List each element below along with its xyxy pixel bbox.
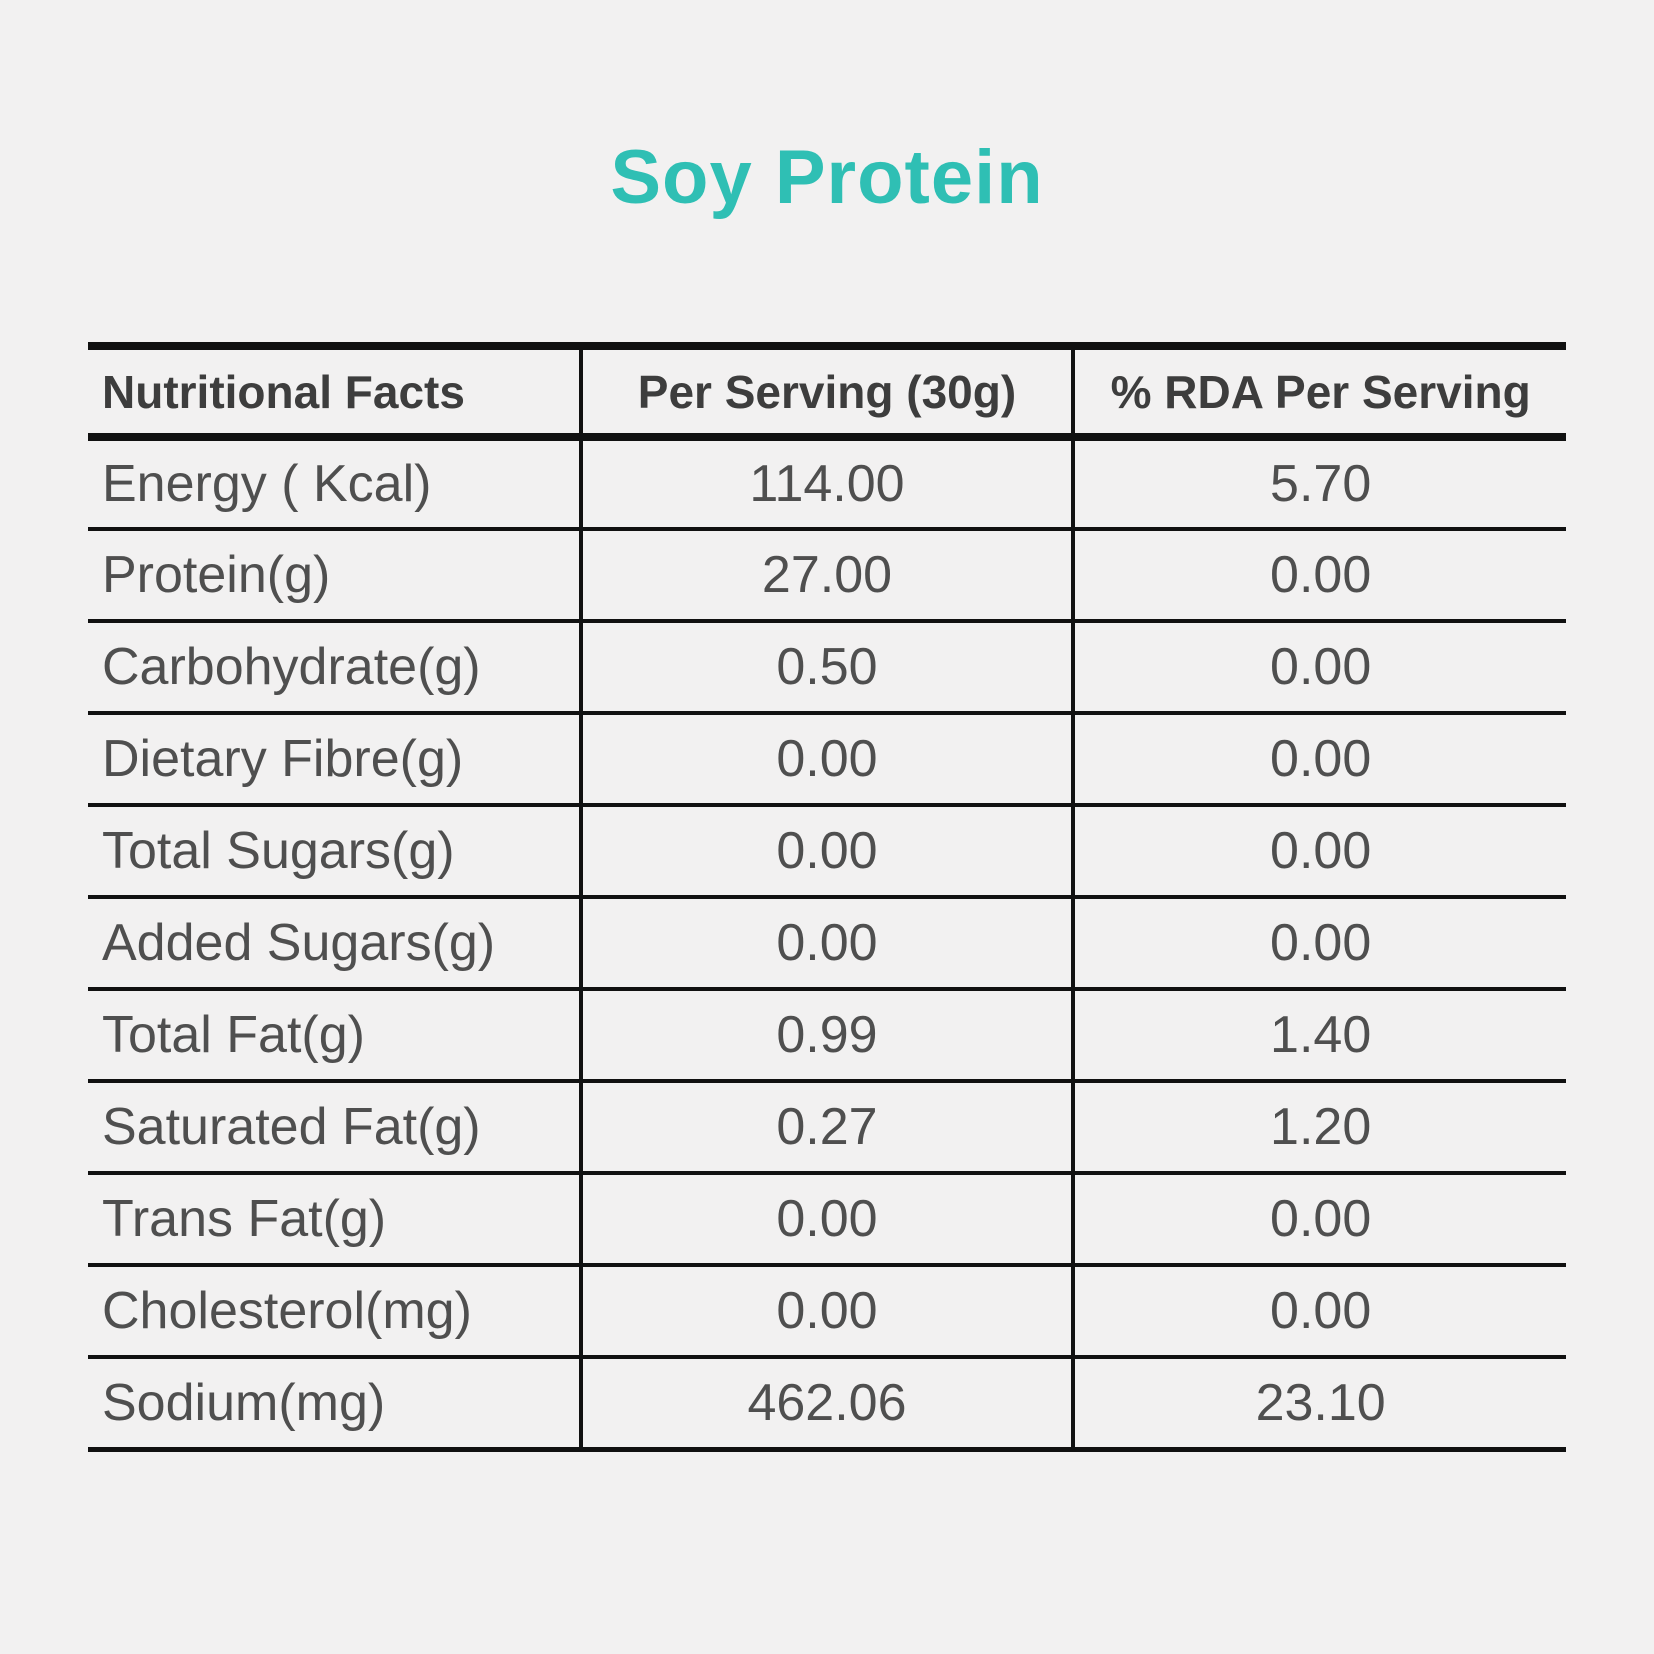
nutrient-label-cell: Sodium(mg) xyxy=(88,1357,581,1452)
nutrient-label-cell: Total Sugars(g) xyxy=(88,805,581,899)
per-serving-cell: 0.00 xyxy=(578,713,1074,807)
per-serving-cell: 27.00 xyxy=(578,529,1074,623)
table-row: Saturated Fat(g) 0.27 1.20 xyxy=(88,1081,1566,1175)
nutrition-facts-table: Nutritional Facts Per Serving (30g) % RD… xyxy=(88,342,1566,1452)
rda-percent-cell: 23.10 xyxy=(1071,1357,1566,1452)
table-header: Nutritional Facts Per Serving (30g) % RD… xyxy=(88,342,1566,441)
table-row: Total Fat(g) 0.99 1.40 xyxy=(88,989,1566,1083)
per-serving-cell: 0.99 xyxy=(578,989,1074,1083)
table-row: Dietary Fibre(g) 0.00 0.00 xyxy=(88,713,1566,807)
rda-percent-cell: 0.00 xyxy=(1071,805,1566,899)
per-serving-cell: 0.00 xyxy=(578,1265,1074,1359)
per-serving-cell: 0.00 xyxy=(578,1173,1074,1267)
nutrient-label-cell: Dietary Fibre(g) xyxy=(88,713,581,807)
nutrient-label-cell: Total Fat(g) xyxy=(88,989,581,1083)
nutrient-label-cell: Cholesterol(mg) xyxy=(88,1265,581,1359)
table-row: Energy ( Kcal) 114.00 5.70 xyxy=(88,437,1566,531)
per-serving-cell: 0.00 xyxy=(578,805,1074,899)
column-header-rda-per-serving: % RDA Per Serving xyxy=(1071,342,1566,441)
rda-percent-cell: 0.00 xyxy=(1071,713,1566,807)
rda-percent-cell: 1.20 xyxy=(1071,1081,1566,1175)
per-serving-cell: 0.50 xyxy=(578,621,1074,715)
per-serving-cell: 0.00 xyxy=(578,897,1074,991)
rda-percent-cell: 0.00 xyxy=(1071,621,1566,715)
nutrient-label-cell: Added Sugars(g) xyxy=(88,897,581,991)
column-header-nutritional-facts: Nutritional Facts xyxy=(88,342,581,441)
table-body: Energy ( Kcal) 114.00 5.70 Protein(g) 27… xyxy=(88,437,1566,1452)
table-row: Trans Fat(g) 0.00 0.00 xyxy=(88,1173,1566,1267)
table-row: Sodium(mg) 462.06 23.10 xyxy=(88,1357,1566,1452)
rda-percent-cell: 0.00 xyxy=(1071,529,1566,623)
rda-percent-cell: 0.00 xyxy=(1071,1265,1566,1359)
nutrient-label-cell: Energy ( Kcal) xyxy=(88,437,581,531)
table-row: Protein(g) 27.00 0.00 xyxy=(88,529,1566,623)
rda-percent-cell: 0.00 xyxy=(1071,1173,1566,1267)
per-serving-cell: 0.27 xyxy=(578,1081,1074,1175)
nutrient-label-cell: Trans Fat(g) xyxy=(88,1173,581,1267)
per-serving-cell: 462.06 xyxy=(578,1357,1074,1452)
rda-percent-cell: 5.70 xyxy=(1071,437,1566,531)
table-row: Cholesterol(mg) 0.00 0.00 xyxy=(88,1265,1566,1359)
nutrient-label-cell: Protein(g) xyxy=(88,529,581,623)
table-row: Total Sugars(g) 0.00 0.00 xyxy=(88,805,1566,899)
nutrient-label-cell: Carbohydrate(g) xyxy=(88,621,581,715)
table-row: Carbohydrate(g) 0.50 0.00 xyxy=(88,621,1566,715)
rda-percent-cell: 0.00 xyxy=(1071,897,1566,991)
page-title: Soy Protein xyxy=(610,135,1044,220)
nutrient-label-cell: Saturated Fat(g) xyxy=(88,1081,581,1175)
table-row: Added Sugars(g) 0.00 0.00 xyxy=(88,897,1566,991)
column-header-per-serving: Per Serving (30g) xyxy=(578,342,1074,441)
per-serving-cell: 114.00 xyxy=(578,437,1074,531)
rda-percent-cell: 1.40 xyxy=(1071,989,1566,1083)
table-header-row: Nutritional Facts Per Serving (30g) % RD… xyxy=(88,342,1566,441)
